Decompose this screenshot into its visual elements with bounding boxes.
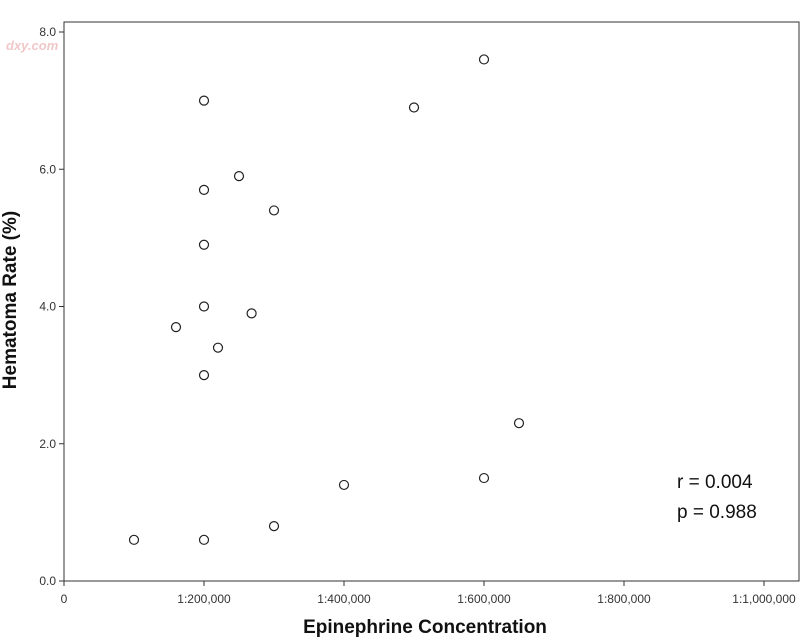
data-point <box>268 205 280 216</box>
data-point <box>198 301 210 312</box>
plot-area-frame <box>63 21 800 582</box>
data-point <box>198 95 210 106</box>
data-point <box>198 370 210 381</box>
data-point <box>198 184 210 195</box>
x-tick-label: 0 <box>61 592 68 606</box>
y-tick-label: 8.0 <box>39 25 56 39</box>
data-point <box>246 308 257 319</box>
data-point <box>478 472 490 484</box>
data-point <box>198 534 210 545</box>
y-tick-label: 0.0 <box>39 574 56 588</box>
x-axis: 0 1:200,000 1:400,000 1:600,000 1:800,000 1:1… <box>61 581 796 606</box>
y-axis: 0.0 2.0 4.0 6.0 8.0 <box>39 25 64 588</box>
y-tick-label: 4.0 <box>39 300 56 314</box>
data-point <box>268 520 280 532</box>
x-tick-label: 1:400,000 <box>317 592 371 606</box>
watermark-text: dxy.com <box>6 38 59 53</box>
data-point <box>212 342 224 353</box>
x-tick-label: 1:800,000 <box>597 592 651 606</box>
x-tick-label: 1:1,000,000 <box>732 592 796 606</box>
data-point <box>338 479 350 491</box>
data-point <box>198 239 210 250</box>
data-point <box>408 102 420 113</box>
x-axis-title: Epinephrine Concentration <box>303 617 547 638</box>
y-tick-label: 2.0 <box>39 437 56 451</box>
y-axis-title: Hematoma Rate (%) <box>0 211 21 389</box>
correlation-p-annotation: p = 0.988 <box>677 502 757 523</box>
data-points <box>128 54 525 545</box>
data-point <box>170 321 182 333</box>
y-tick-label: 6.0 <box>39 162 56 176</box>
data-point <box>513 418 525 429</box>
x-tick-label: 1:200,000 <box>177 592 231 606</box>
data-point <box>233 171 245 182</box>
data-point <box>128 534 140 545</box>
correlation-r-annotation: r = 0.004 <box>677 472 753 493</box>
data-point <box>478 54 490 65</box>
x-tick-label: 1:600,000 <box>457 592 511 606</box>
